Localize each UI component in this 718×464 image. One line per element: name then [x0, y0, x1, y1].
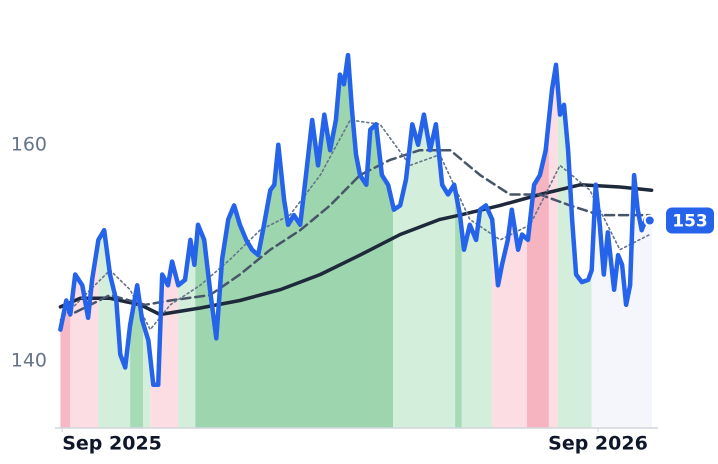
- region: [492, 209, 527, 428]
- region: [60, 300, 71, 428]
- region: [461, 205, 493, 428]
- last-price-label: 153: [672, 211, 708, 231]
- region: [527, 120, 549, 428]
- region: [591, 175, 652, 428]
- region: [98, 230, 131, 428]
- region: [548, 64, 558, 429]
- region: [195, 55, 394, 428]
- last-price-badge: [666, 207, 714, 234]
- region: [178, 239, 196, 428]
- region: [150, 261, 179, 428]
- x-tick-label: Sep 2026: [548, 433, 648, 455]
- y-tick-label: 160: [11, 133, 47, 155]
- lines: [58, 52, 656, 388]
- region: [455, 189, 462, 428]
- last-price-dot: [643, 214, 656, 227]
- moving-average-line: [73, 148, 652, 314]
- region: [393, 114, 456, 428]
- x-tick-label: Sep 2025: [62, 433, 162, 455]
- y-tick-label: 140: [11, 349, 47, 371]
- region: [130, 285, 143, 428]
- price-line: [58, 52, 653, 388]
- axes: 153 140 160 Sep 2025 Sep 2026: [11, 133, 714, 455]
